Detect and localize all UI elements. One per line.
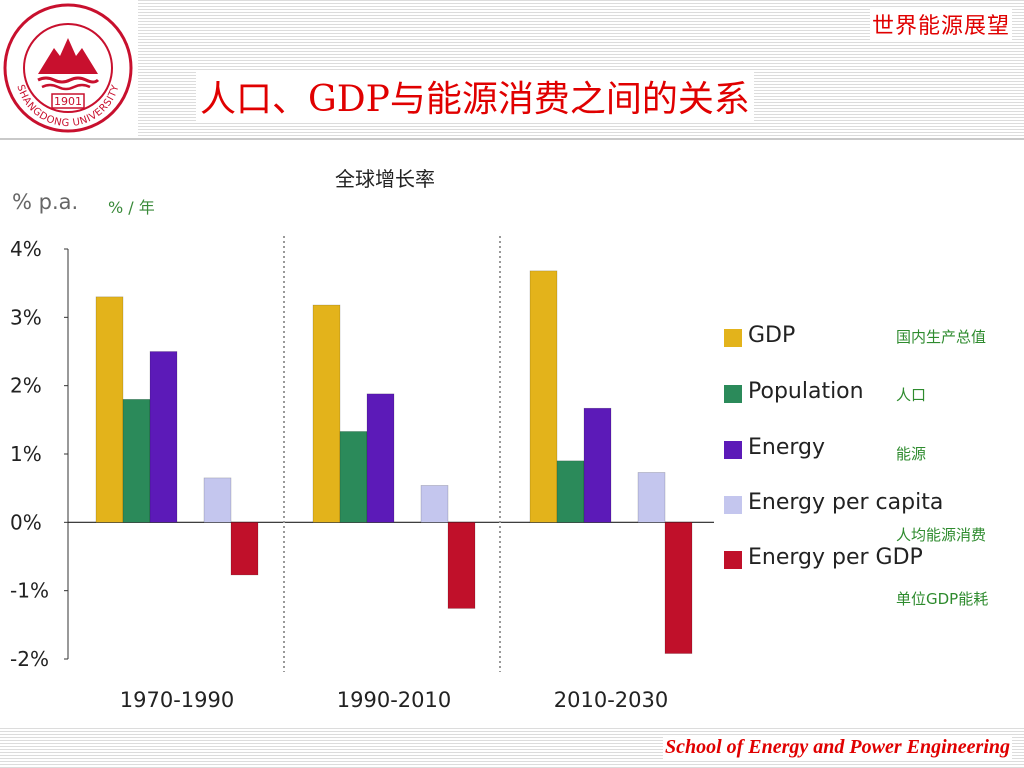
bar-gdp (95, 296, 124, 523)
legend-label: Population (748, 379, 864, 404)
bar-energy (583, 407, 612, 523)
logo-year: 1901 (54, 95, 82, 108)
legend-label-cn: 人口 (896, 386, 927, 404)
bar-energy-per-gdp (447, 522, 476, 609)
bar-energy (366, 393, 395, 523)
university-logo: 1901 SHANGDONG UNIVERSITY (0, 0, 138, 138)
bar-gdp (529, 270, 558, 523)
bar-energy-per-gdp (664, 522, 693, 654)
bar-energy-per-capita (420, 485, 449, 523)
legend-label-cn: 能源 (896, 445, 927, 463)
bar-energy (149, 351, 178, 523)
x-category-label: 1990-2010 (337, 688, 451, 712)
y-tick-label: 0% (10, 510, 42, 534)
y-axis-unit-label-cn: % / 年 (108, 198, 155, 217)
bar-population (339, 431, 368, 523)
chart-title: 全球增长率 (335, 167, 435, 191)
section-title: 世界能源展望 (869, 8, 1012, 40)
y-tick-label: -2% (10, 647, 49, 671)
legend-label: Energy (748, 435, 826, 460)
bar-population (556, 460, 585, 523)
y-tick-label: 1% (10, 442, 42, 466)
x-category-label: 2010-2030 (554, 688, 668, 712)
bar-energy-per-capita (637, 472, 666, 523)
y-axis-unit-label: % p.a. (12, 190, 79, 214)
slide-title: 人口、GDP与能源消费之间的关系 (196, 70, 754, 122)
y-tick-label: -1% (10, 579, 49, 603)
footer-text: School of Energy and Power Engineering (662, 736, 1012, 759)
x-category-label: 1970-1990 (120, 688, 234, 712)
legend-label-cn: 人均能源消费 (896, 526, 987, 544)
legend-swatch (724, 551, 742, 569)
header-divider (0, 138, 1024, 140)
legend-label-cn: 单位GDP能耗 (896, 590, 989, 608)
legend-label-cn: 国内生产总值 (896, 328, 987, 346)
y-tick-label: 3% (10, 305, 42, 329)
bar-gdp (312, 304, 341, 523)
bar-population (122, 399, 151, 523)
y-tick-label: 4% (10, 237, 42, 261)
legend-label: Energy per capita (748, 490, 944, 515)
legend-label: GDP (748, 323, 796, 348)
bar-energy-per-capita (203, 477, 232, 523)
legend-swatch (724, 385, 742, 403)
legend-swatch (724, 329, 742, 347)
y-tick-label: 2% (10, 374, 42, 398)
logo-seal-icon: 1901 SHANGDONG UNIVERSITY (3, 3, 133, 133)
bar-energy-per-gdp (230, 522, 259, 576)
legend-label: Energy per GDP (748, 545, 923, 570)
legend-swatch (724, 441, 742, 459)
legend-swatch (724, 496, 742, 514)
